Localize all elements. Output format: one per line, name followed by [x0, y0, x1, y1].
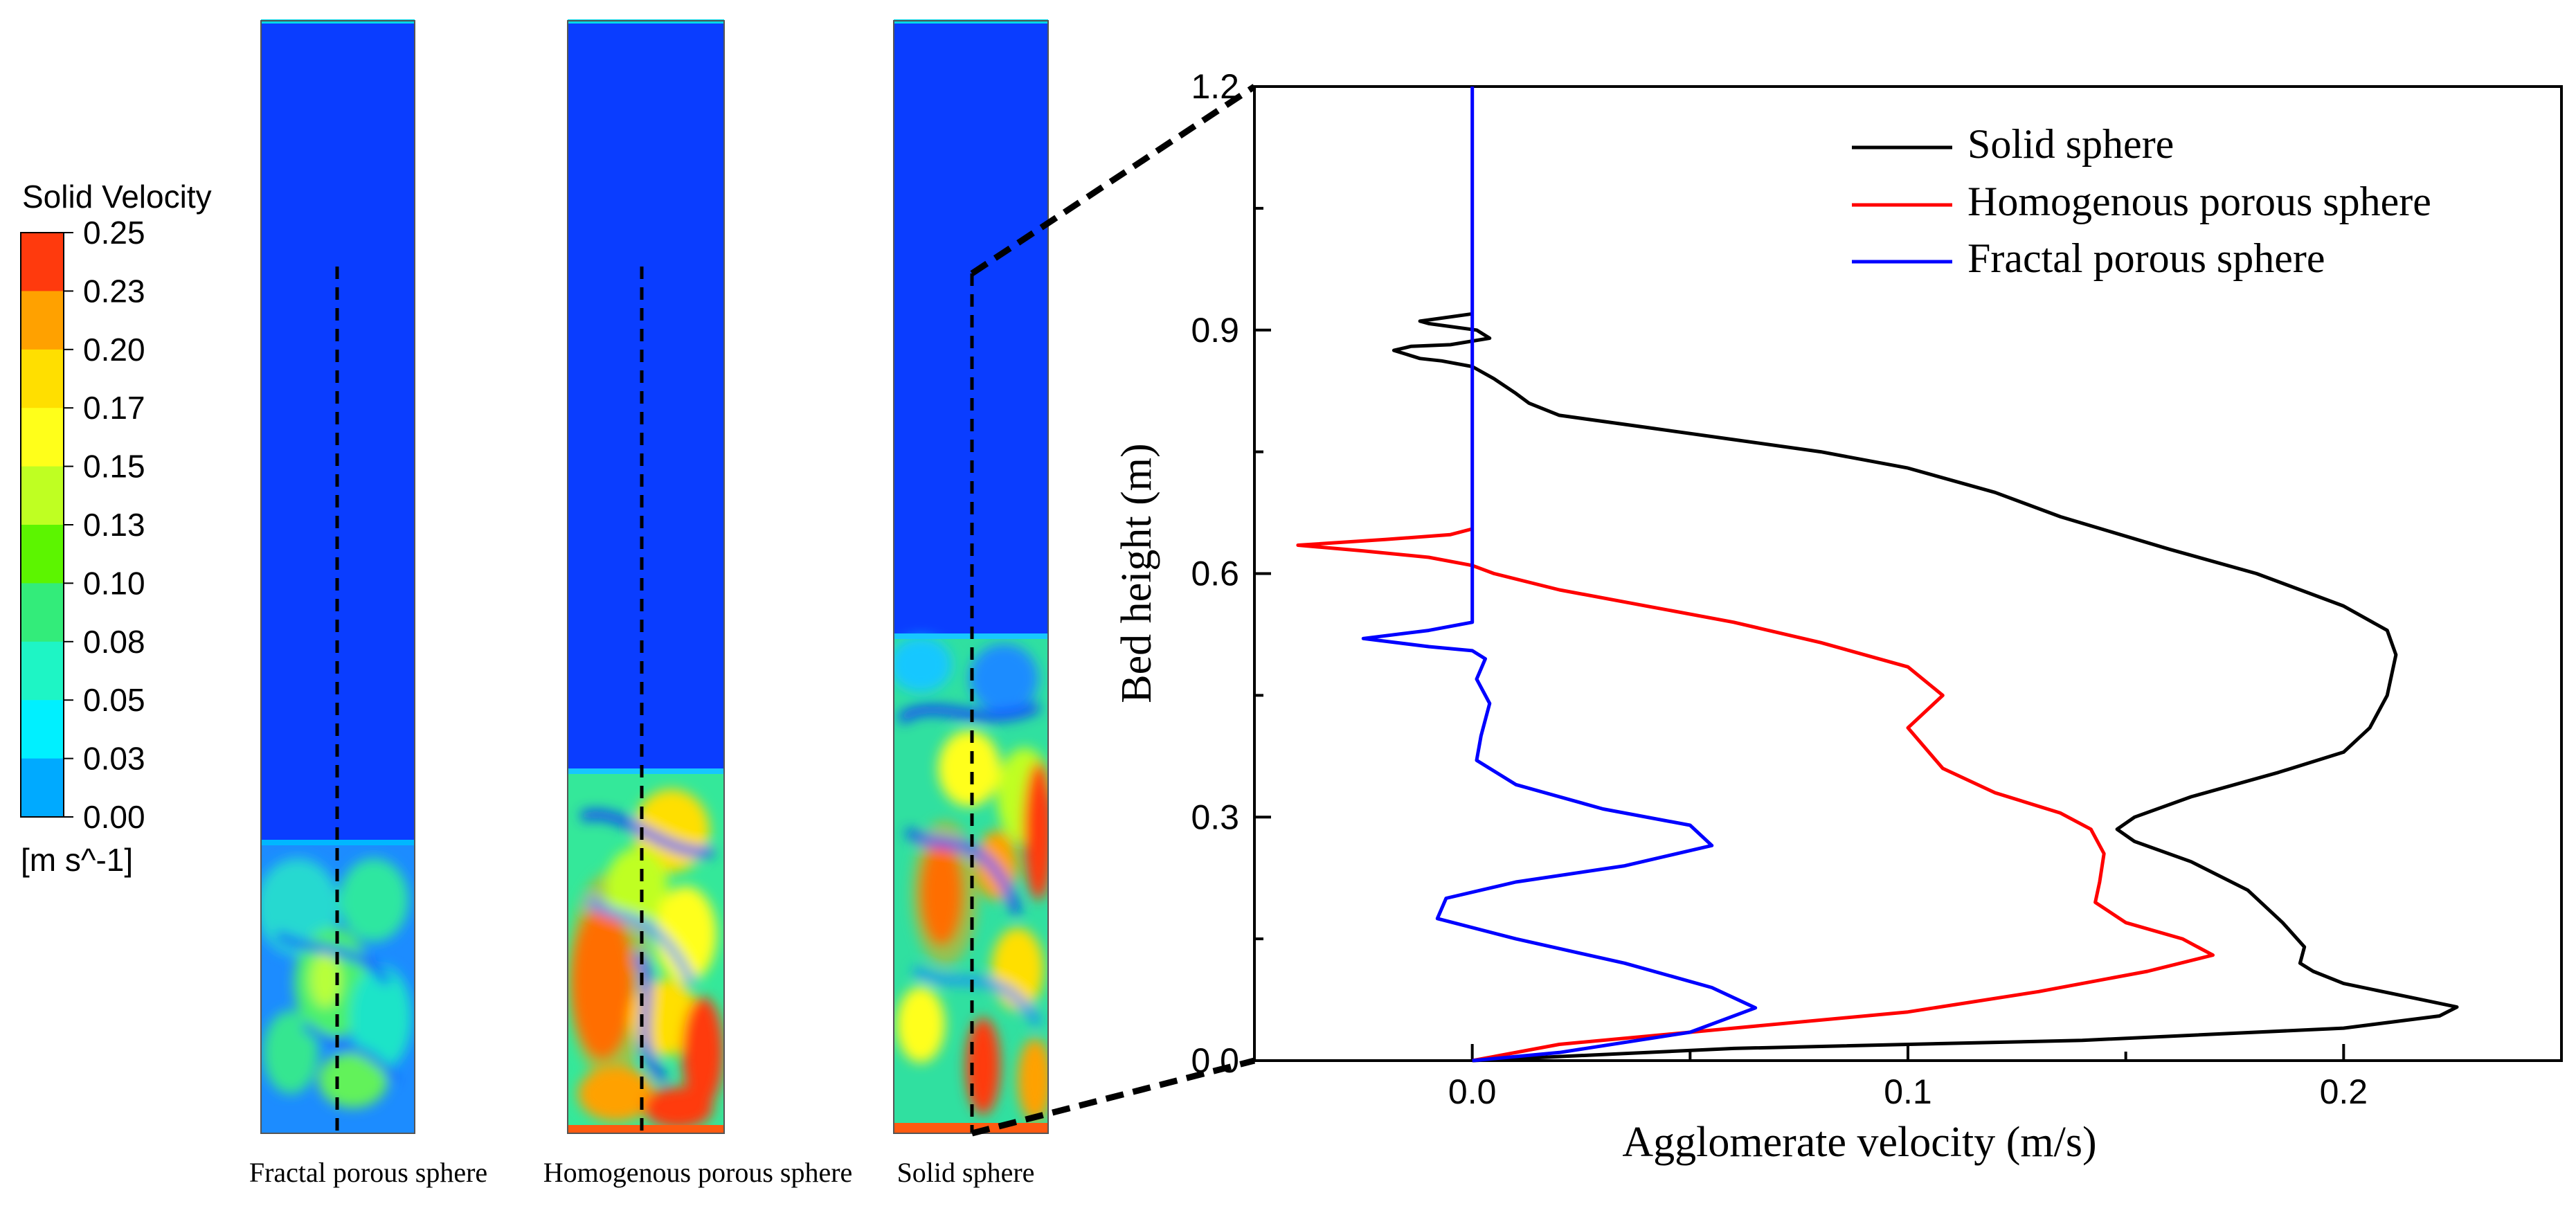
y-tick-label: 0.0	[1191, 1041, 1239, 1080]
vortex-streak	[911, 965, 1043, 1027]
colorbar-tick: 0.10	[83, 565, 145, 601]
axis-ticks	[1253, 85, 2563, 1062]
colorbar-tick: 0.17	[83, 390, 145, 426]
column-border	[567, 20, 725, 1134]
blob	[606, 848, 668, 924]
series-line-solid-sphere	[1391, 312, 2459, 1063]
x-tick-label: 0.0	[1448, 1072, 1497, 1111]
colorbar-tick: 0.08	[83, 624, 145, 660]
blob	[682, 997, 723, 1108]
colorbar-swatch	[21, 408, 64, 467]
colorbar-swatch	[21, 525, 64, 584]
colorbar-tick: 0.20	[83, 332, 145, 368]
contour-label: Solid sphere	[897, 1157, 1035, 1188]
vortex-streak	[904, 827, 1022, 916]
y-tick-label: 1.2	[1191, 67, 1239, 106]
blob	[350, 966, 412, 1070]
colorbar-swatch	[21, 233, 64, 291]
velocity-blobs	[894, 637, 1048, 1122]
colorbar-swatch	[21, 349, 64, 408]
colorbar-tick: 0.05	[83, 682, 145, 718]
colorbar-swatch	[21, 291, 64, 350]
blob	[1018, 1038, 1048, 1122]
blob	[263, 1011, 318, 1094]
x-tick-label: 0.1	[1884, 1072, 1932, 1111]
colorbar-swatch	[21, 466, 64, 525]
colorbar-swatch	[21, 700, 64, 759]
vortex-streak	[897, 701, 1041, 724]
blob	[654, 886, 717, 983]
colorbar-swatch	[21, 641, 64, 701]
y-tick-label: 0.9	[1191, 311, 1239, 350]
vortex-streak	[586, 897, 696, 985]
y-axis-label: Bed height (m)	[1113, 443, 1160, 703]
colorbar-swatches	[20, 232, 73, 818]
colorbar-tick: 0.03	[83, 741, 145, 777]
blob	[568, 872, 651, 1080]
column-border	[260, 20, 415, 1134]
legend-label: Homogenous porous sphere	[1967, 179, 2431, 224]
blob	[897, 987, 945, 1063]
blob	[644, 1087, 713, 1128]
colorbar-tick: 0.25	[83, 215, 145, 251]
colorbar-tick: 0.23	[83, 273, 145, 309]
vortex-streak	[633, 952, 668, 1083]
zoom-connector-top	[970, 84, 1257, 276]
series-line-homogenous-porous-sphere	[1296, 527, 2215, 1063]
blob	[1023, 762, 1048, 900]
blob	[912, 820, 978, 966]
bed-bottom-layer	[568, 1125, 724, 1133]
colorbar-swatch	[21, 758, 64, 818]
blob	[966, 1018, 1000, 1115]
column-border	[893, 20, 1049, 1134]
zoom-connector-bottom	[971, 1057, 1256, 1137]
blob	[578, 1066, 654, 1122]
contour-column-homogenous: Homogenous porous sphere	[543, 19, 853, 1188]
blob	[938, 730, 1000, 807]
legend-label: Solid sphere	[1967, 121, 2174, 167]
velocity-blobs	[261, 858, 412, 1108]
velocity-profile-chart: 0.0 0.3 0.6 0.9 1.2 0.0 0.1 0.2 Agglomer…	[1113, 67, 2563, 1166]
contour-column-fractal: Fractal porous sphere	[249, 19, 487, 1188]
blob	[310, 952, 341, 1007]
legend: Solid sphere Homogenous porous sphere Fr…	[1852, 121, 2431, 281]
vortex-streak	[274, 930, 391, 986]
x-axis-label: Agglomerate velocity (m/s)	[1622, 1119, 2096, 1166]
tick-labels: 0.0 0.3 0.6 0.9 1.2 0.0 0.1 0.2	[1191, 67, 2368, 1111]
colorbar-title: Solid Velocity	[22, 179, 212, 215]
blob	[339, 858, 408, 942]
colorbar-tick: 0.15	[83, 449, 145, 485]
plot-frame	[1253, 85, 2563, 1062]
colorbar-tick-labels: 0.25 0.23 0.20 0.17 0.15 0.13 0.10 0.08 …	[83, 215, 145, 835]
series-lines	[1296, 87, 2459, 1063]
y-tick-label: 0.3	[1191, 798, 1239, 836]
blob	[894, 637, 952, 692]
fluidized-region	[568, 768, 724, 1133]
colorbar-tick: 0.13	[83, 507, 145, 543]
series-line-fractal-porous-sphere	[1361, 87, 1758, 1063]
colorbar: Solid Velocity 0.25 0.23 0.20 0.17 0.15 …	[20, 179, 212, 878]
bed-surface	[568, 768, 724, 774]
blob	[969, 644, 1038, 713]
legend-label: Fractal porous sphere	[1967, 235, 2325, 281]
colorbar-tick: 0.00	[83, 799, 145, 835]
colorbar-unit: [m s^-1]	[21, 842, 133, 878]
fluidized-region	[261, 840, 415, 1133]
velocity-blobs	[568, 789, 723, 1128]
contour-label: Fractal porous sphere	[249, 1157, 487, 1188]
contour-column-solid: Solid sphere	[893, 19, 1049, 1188]
colorbar-swatch	[21, 583, 64, 642]
y-tick-label: 0.6	[1191, 555, 1239, 593]
contour-label: Homogenous porous sphere	[543, 1157, 853, 1188]
x-tick-label: 0.2	[2320, 1072, 2368, 1111]
bed-surface	[261, 840, 415, 845]
vortex-streak	[302, 1022, 398, 1082]
vortex-streak	[579, 809, 714, 857]
